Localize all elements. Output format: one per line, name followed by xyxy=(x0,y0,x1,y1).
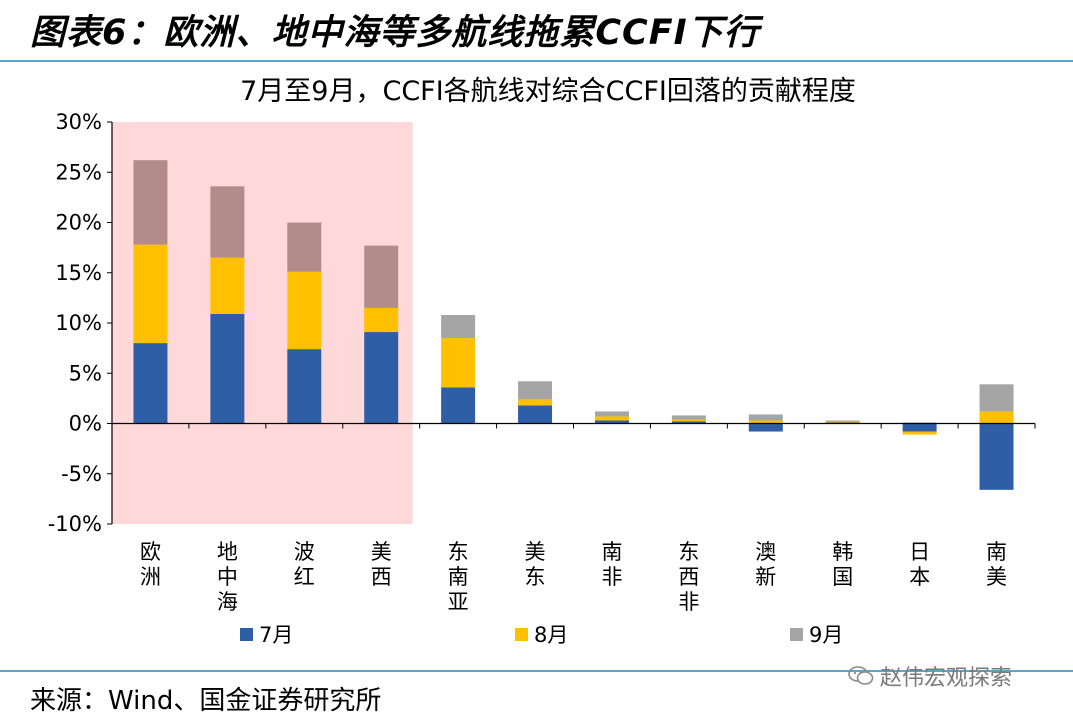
chart-title: 7月至9月，CCFI各航线对综合CCFI回落的贡献程度 xyxy=(240,76,856,107)
y-tick-label: 30% xyxy=(55,110,102,134)
bar-7月-澳新 xyxy=(748,423,783,432)
legend-label: 7月 xyxy=(259,623,293,647)
category-label: 日本 xyxy=(909,540,930,589)
source-note: 来源：Wind、国金证券研究所 xyxy=(30,686,382,716)
category-label: 东南亚 xyxy=(448,540,469,614)
category-label: 澳新 xyxy=(755,540,776,589)
bar-9月-东西非 xyxy=(671,415,706,420)
title-rule xyxy=(0,60,1073,62)
bar-8月-日本 xyxy=(902,431,937,435)
bar-8月-韩国 xyxy=(825,421,860,423)
y-tick-label: -5% xyxy=(61,462,102,486)
bar-9月-美东 xyxy=(518,381,553,400)
bar-8月-欧洲 xyxy=(133,244,168,344)
bar-7月-东南亚 xyxy=(441,387,476,424)
legend-swatch-7月 xyxy=(240,628,253,641)
category-label: 东西非 xyxy=(678,540,699,614)
legend-swatch-8月 xyxy=(515,628,528,641)
bar-9月-波红 xyxy=(287,222,322,272)
y-tick-label: 20% xyxy=(55,211,102,235)
bar-8月-南美 xyxy=(979,411,1014,424)
watermark: 赵伟宏观探索 xyxy=(848,660,1012,692)
y-tick-label: 15% xyxy=(55,261,102,285)
watermark-text: 赵伟宏观探索 xyxy=(880,666,1013,691)
bar-7月-美东 xyxy=(518,405,553,424)
legend-label: 9月 xyxy=(809,623,843,647)
y-tick-label: 0% xyxy=(69,412,102,436)
y-tick-labels: 30% 25% 20% 15% 10% 5% 0% -5% -10% xyxy=(48,110,102,536)
category-labels: 欧洲 地中海 波红 美西 东南亚 美东 南非 东西非 澳新 韩国 日本 南美 xyxy=(140,540,1007,614)
category-label: 波红 xyxy=(294,540,315,589)
stacked-bar-chart: 30% 25% 20% 15% 10% 5% 0% -5% -10% 欧洲 地中海 波红 美西 东南亚 美… xyxy=(48,76,1036,647)
y-tick-label: 10% xyxy=(55,311,102,335)
bar-7月-南美 xyxy=(979,423,1014,490)
y-tick-label: 25% xyxy=(55,160,102,184)
bar-9月-澳新 xyxy=(748,414,783,421)
bar-9月-欧洲 xyxy=(133,160,168,245)
bar-8月-东西非 xyxy=(671,419,706,422)
legend-label: 8月 xyxy=(534,623,568,647)
bar-7月-欧洲 xyxy=(133,343,168,424)
bar-9月-东南亚 xyxy=(441,314,476,339)
bar-8月-南非 xyxy=(594,416,629,421)
axes xyxy=(107,121,1036,525)
bar-9月-地中海 xyxy=(210,186,245,258)
bar-9月-南美 xyxy=(979,384,1014,412)
bar-9月-南非 xyxy=(594,411,629,417)
category-label: 美西 xyxy=(371,540,392,589)
bar-7月-日本 xyxy=(902,423,937,432)
bar-8月-美东 xyxy=(518,399,553,406)
bar-8月-澳新 xyxy=(748,420,783,424)
y-tick-label: -10% xyxy=(48,512,102,536)
category-label: 南非 xyxy=(601,540,622,589)
y-tick-label: 5% xyxy=(69,361,102,385)
bar-8月-波红 xyxy=(287,271,322,350)
category-label: 南美 xyxy=(986,540,1007,589)
bars xyxy=(133,160,1014,490)
bar-9月-美西 xyxy=(364,245,399,308)
bar-8月-美西 xyxy=(364,307,399,333)
bar-7月-波红 xyxy=(287,349,322,424)
figure-title: 图表6：欧洲、地中海等多航线拖累CCFI下行 xyxy=(30,13,760,53)
legend-swatch-9月 xyxy=(790,628,803,641)
legend: 7月 8月 9月 xyxy=(240,623,843,647)
bar-9月-韩国 xyxy=(825,420,860,422)
category-label: 韩国 xyxy=(832,540,853,589)
source-rule xyxy=(0,670,1073,672)
bar-7月-南非 xyxy=(594,420,629,424)
bar-7月-东西非 xyxy=(671,421,706,424)
category-label: 美东 xyxy=(525,540,546,589)
wechat-icon xyxy=(848,666,874,685)
category-label: 地中海 xyxy=(217,540,238,614)
bar-7月-地中海 xyxy=(210,313,245,424)
bar-8月-地中海 xyxy=(210,257,245,314)
bar-8月-东南亚 xyxy=(441,338,476,388)
bar-7月-美西 xyxy=(364,332,399,424)
category-label: 欧洲 xyxy=(140,540,161,589)
